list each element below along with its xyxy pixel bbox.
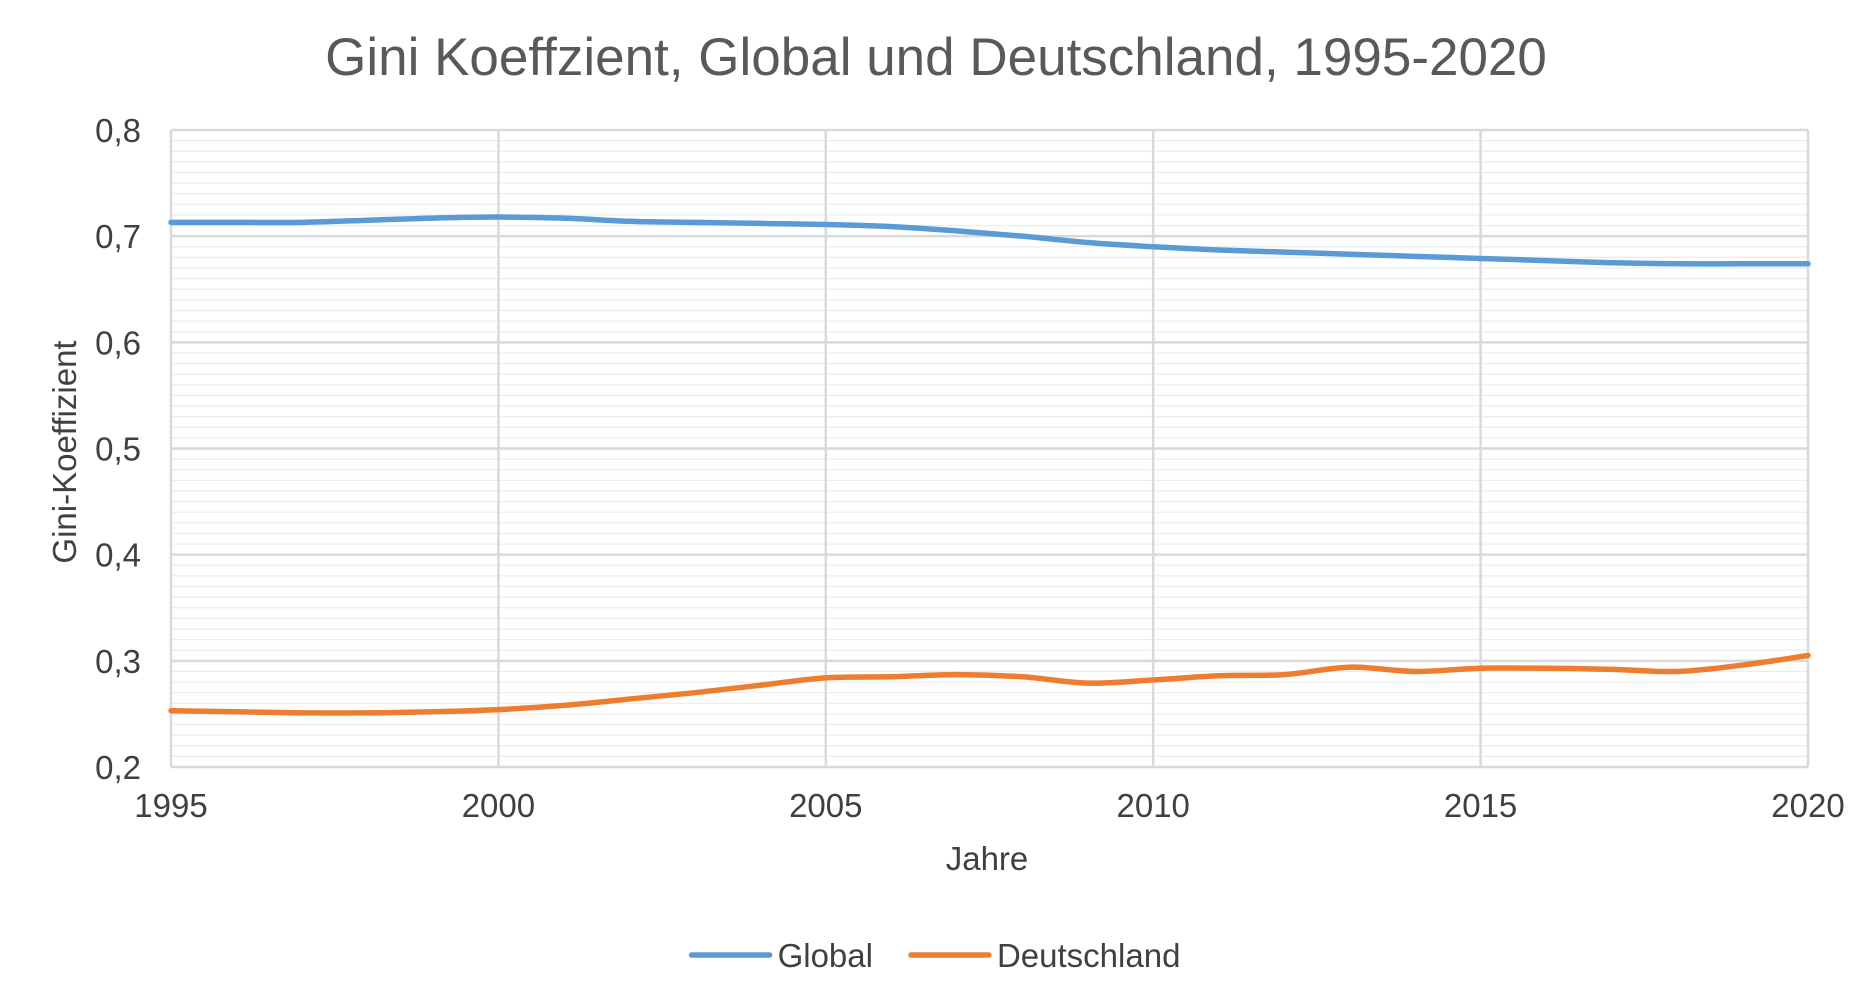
x-tick-label: 2005 bbox=[789, 787, 862, 824]
legend-label: Deutschland bbox=[997, 937, 1180, 974]
series-lines bbox=[168, 214, 1811, 716]
series-line-global bbox=[168, 214, 1811, 267]
legend-label: Global bbox=[778, 937, 873, 974]
chart-title: Gini Koeffzient, Global und Deutschland,… bbox=[325, 28, 1547, 87]
x-tick-label: 2000 bbox=[462, 787, 535, 824]
y-tick-label: 0,7 bbox=[95, 218, 141, 255]
y-tick-label: 0,2 bbox=[95, 749, 141, 786]
legend: Global Deutschland bbox=[688, 937, 1180, 974]
y-tick-label: 0,8 bbox=[95, 112, 141, 149]
y-axis-label: Gini-Koeffizient bbox=[46, 340, 83, 563]
x-tick-label: 2015 bbox=[1444, 787, 1517, 824]
x-tick-label: 1995 bbox=[134, 787, 207, 824]
minor-gridlines bbox=[171, 140, 1808, 757]
y-axis-ticks: 0,2 0,3 0,4 0,5 0,6 0,7 0,8 bbox=[95, 112, 141, 786]
x-axis-ticks: 1995 2000 2005 2010 2015 2020 bbox=[134, 787, 1844, 824]
y-tick-label: 0,5 bbox=[95, 431, 141, 468]
x-axis-label: Jahre bbox=[946, 840, 1029, 877]
x-tick-label: 2010 bbox=[1116, 787, 1189, 824]
y-tick-label: 0,3 bbox=[95, 643, 141, 680]
y-tick-label: 0,4 bbox=[95, 537, 141, 574]
series-line-deutschland bbox=[168, 652, 1811, 716]
x-tick-label: 2020 bbox=[1771, 787, 1844, 824]
y-tick-label: 0,6 bbox=[95, 324, 141, 361]
